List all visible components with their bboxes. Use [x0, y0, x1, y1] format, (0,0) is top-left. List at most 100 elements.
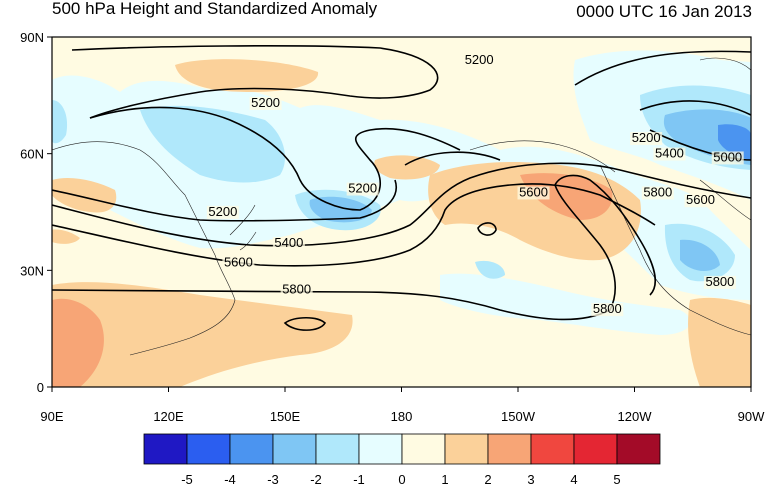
- colorbar-label: 0: [398, 472, 405, 487]
- contour-label-bg: [463, 54, 496, 68]
- positive-anomaly-region: [688, 297, 751, 387]
- contour-label-bg: [591, 303, 624, 317]
- lon-tick-label: 90E: [40, 409, 63, 424]
- contour-label-bg: [703, 275, 736, 289]
- colorbar-label: 4: [570, 472, 577, 487]
- colorbar-label: 1: [441, 472, 448, 487]
- colorbar-label: -3: [267, 472, 279, 487]
- contour-5400: [52, 162, 751, 247]
- colorbar-label: -5: [181, 472, 193, 487]
- contour-label: 5800: [282, 282, 311, 297]
- positive-anomaly-region: [52, 229, 80, 244]
- contour-label: 5600: [224, 254, 253, 269]
- contour-label-bg: [280, 283, 313, 297]
- colorbar-label: -4: [224, 472, 236, 487]
- lon-tick-label: 180: [391, 409, 413, 424]
- contour-label: 5200: [465, 52, 494, 67]
- negative-anomaly-region: [309, 196, 372, 223]
- axis-ticks: 90E 120E 150E 180 150W 120W 90W 90N 60N 30N 0: [20, 30, 765, 424]
- valid-time: 0000 UTC 16 Jan 2013: [576, 2, 752, 21]
- colorbar-swatch: [143, 433, 188, 465]
- colorbar-swatch: [401, 433, 446, 465]
- lon-tick-label: 90W: [738, 409, 765, 424]
- contour-label: 5200: [208, 204, 237, 219]
- lat-tick-label: 30N: [20, 263, 44, 278]
- colorbar-swatch: [358, 433, 403, 465]
- colorbar-label: -2: [310, 472, 322, 487]
- colorbar-label: 5: [613, 472, 620, 487]
- lon-tick-label: 120E: [153, 409, 184, 424]
- contour-labels: 5200 5200 5200 5200 5200 5000 5400 5400 5600 5600…: [206, 52, 744, 317]
- colorbar-swatch: [616, 433, 661, 465]
- height-contours: [52, 45, 751, 331]
- contour-label: 5800: [643, 184, 672, 199]
- colorbar-label: -1: [353, 472, 365, 487]
- contour-label: 5400: [274, 235, 303, 250]
- contour-5200: [89, 106, 461, 211]
- negative-anomaly-region: [475, 260, 505, 279]
- contour-label-bg: [206, 205, 239, 219]
- contour-label-bg: [222, 256, 255, 270]
- colorbar-swatch: [530, 433, 575, 465]
- coastline-alaska: [469, 140, 616, 173]
- positive-anomaly-region: [52, 282, 353, 387]
- contour-label-bg: [517, 186, 550, 200]
- lat-tick-label: 60N: [20, 147, 44, 162]
- positive-anomaly-region: [374, 155, 440, 180]
- contour-label-bg: [684, 194, 717, 208]
- positive-anomaly-region: [175, 59, 319, 92]
- negative-anomaly-region: [140, 105, 285, 183]
- lon-tick-label: 120W: [618, 409, 653, 424]
- colorbar-swatch: [315, 433, 360, 465]
- lon-tick-label: 150W: [501, 409, 536, 424]
- colorbar-swatch: [487, 433, 532, 465]
- colorbar: -5 -4 -3 -2 -1 0 1 2 3 4 5: [143, 433, 661, 487]
- contour-label: 5800: [705, 274, 734, 289]
- contour-5200: [52, 179, 397, 222]
- contour-label-bg: [711, 151, 744, 165]
- contour-label: 5200: [348, 181, 377, 196]
- lat-tick-label: 90N: [20, 30, 44, 45]
- contour-label-bg: [641, 186, 674, 200]
- anomaly-shading: [52, 50, 751, 387]
- contour-label: 5800: [593, 301, 622, 316]
- contour-label-bg: [272, 237, 305, 250]
- negative-anomaly-region: [680, 239, 720, 272]
- lon-tick-label: 150E: [270, 409, 301, 424]
- contour-label: 5000: [713, 149, 742, 164]
- contour-label-bg: [630, 132, 663, 145]
- colorbar-swatch: [229, 433, 274, 465]
- contour-5600: [52, 183, 656, 267]
- closed-contour: [283, 316, 326, 331]
- coastline-na-east: [699, 179, 751, 221]
- lat-tick-label: 0: [37, 380, 44, 395]
- coastline-greenland: [699, 57, 751, 71]
- contour-label: 5600: [519, 184, 548, 199]
- contour-5800: [52, 174, 656, 321]
- contour-label-bg: [346, 182, 379, 196]
- colorbar-swatch: [573, 433, 618, 465]
- negative-anomaly-region: [52, 100, 68, 144]
- chart-title: 500 hPa Height and Standardized Anomaly: [52, 0, 378, 18]
- colorbar-label: 2: [484, 472, 491, 487]
- contour-label: 5600: [686, 192, 715, 207]
- contour-label: 5200: [632, 130, 661, 145]
- coastlines: [52, 57, 751, 356]
- negative-anomaly-region: [718, 124, 751, 160]
- contour-label-bg: [653, 147, 686, 161]
- coastline-asia: [52, 141, 236, 356]
- contour-5600: [404, 151, 501, 166]
- colorbar-label: 3: [527, 472, 534, 487]
- colorbar-swatch: [272, 433, 317, 465]
- negative-anomaly-region: [440, 273, 691, 335]
- contour-label: 5400: [655, 146, 684, 161]
- contour-label-bg: [249, 97, 282, 110]
- contour-5200: [71, 45, 439, 119]
- positive-anomaly-region: [52, 298, 104, 387]
- colorbar-swatch: [444, 433, 489, 465]
- contour-5200: [574, 50, 751, 86]
- positive-anomaly-region: [52, 178, 117, 213]
- colorbar-swatch: [186, 433, 231, 465]
- contour-5000: [639, 100, 751, 116]
